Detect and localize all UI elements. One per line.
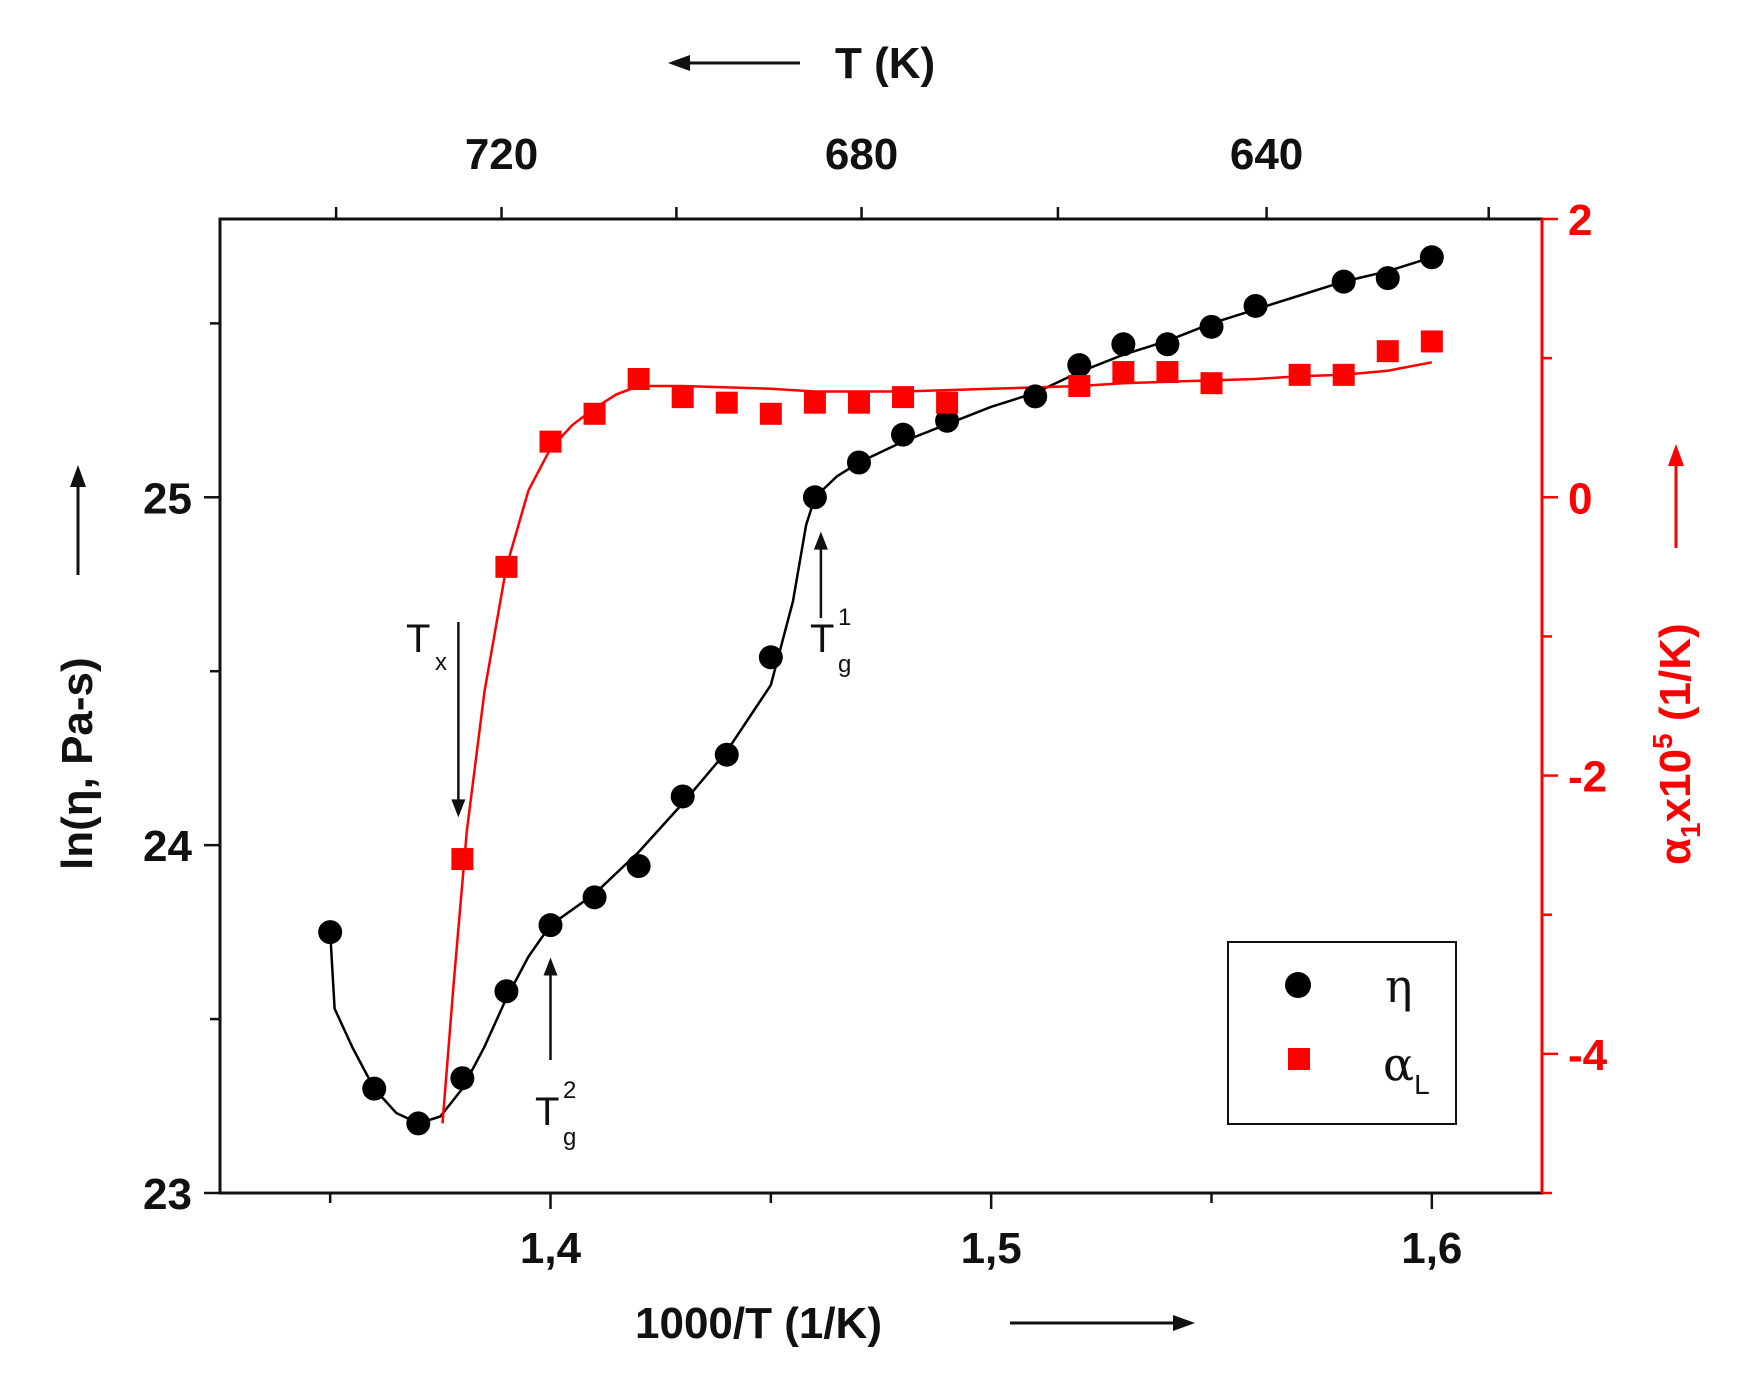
x-tick-label: 1,4 bbox=[520, 1224, 582, 1273]
eta-point bbox=[318, 920, 343, 945]
y-right-tick-label: -2 bbox=[1568, 753, 1607, 802]
eta-point bbox=[670, 784, 695, 809]
y-right-axis-arrow bbox=[1668, 444, 1684, 548]
alpha-point bbox=[847, 391, 870, 414]
eta-point bbox=[626, 854, 651, 879]
tg2-arrow-head bbox=[543, 957, 558, 976]
y-right-arrow-head bbox=[1668, 444, 1684, 466]
x-axis-arrow-head bbox=[1173, 1315, 1195, 1331]
tg2-label: T bbox=[535, 1090, 559, 1134]
eta-point bbox=[802, 485, 827, 510]
y-right-axis-title: α1x105 (1/K) bbox=[1647, 623, 1706, 865]
eta-point bbox=[1199, 314, 1224, 339]
eta-point bbox=[1243, 293, 1268, 318]
alpha-point bbox=[1112, 361, 1135, 384]
y-left-axis-label: ln(η, Pa-s) bbox=[53, 657, 102, 870]
eta-point bbox=[846, 450, 871, 475]
eta-point bbox=[362, 1076, 387, 1101]
alpha-point bbox=[1376, 340, 1399, 363]
alpha-point bbox=[1156, 361, 1179, 384]
alpha-point bbox=[936, 391, 959, 414]
eta-point bbox=[758, 645, 783, 670]
alpha-point bbox=[1068, 374, 1091, 397]
x-tick-label: 1,6 bbox=[1401, 1224, 1462, 1273]
tg1-label: T bbox=[810, 617, 834, 661]
eta-point bbox=[582, 885, 607, 910]
y-left-axis-arrow bbox=[70, 465, 86, 575]
alpha-point bbox=[1332, 363, 1355, 386]
alpha-point bbox=[715, 391, 738, 414]
eta-point bbox=[935, 408, 960, 433]
eta-point bbox=[714, 742, 739, 767]
eta-point bbox=[1419, 245, 1444, 270]
alpha-point bbox=[627, 368, 650, 391]
alpha-point bbox=[892, 386, 915, 409]
tg1-superscript: 1 bbox=[838, 604, 851, 631]
tx-label: T bbox=[406, 617, 430, 661]
y-right-tick-label: 2 bbox=[1568, 196, 1592, 245]
y-left-arrow-head bbox=[70, 465, 86, 487]
legend-square-marker bbox=[1288, 1048, 1310, 1070]
alpha-point bbox=[583, 402, 606, 425]
y-left-tick-label: 25 bbox=[143, 474, 192, 523]
eta-fit-line bbox=[328, 256, 1433, 1125]
top-axis-title: T (K) bbox=[668, 39, 935, 88]
tg2-subscript: g bbox=[563, 1124, 576, 1151]
alpha-fit-line bbox=[441, 361, 1433, 1124]
alpha-point bbox=[671, 386, 694, 409]
data-markers bbox=[318, 245, 1444, 1136]
eta-point bbox=[538, 913, 563, 938]
alpha-point bbox=[1288, 363, 1311, 386]
alpha-point bbox=[1200, 372, 1223, 395]
top-tick-label: 720 bbox=[465, 130, 538, 179]
eta-point bbox=[406, 1111, 431, 1136]
tx-subscript: x bbox=[435, 649, 447, 676]
eta-point bbox=[450, 1066, 475, 1091]
alpha-point bbox=[759, 402, 782, 425]
x-axis-label: 1000/T (1/K) bbox=[635, 1299, 882, 1348]
tx-arrow-head bbox=[451, 799, 466, 818]
legend-label-eta: η bbox=[1385, 959, 1413, 1013]
legend-label-alpha: αL bbox=[1383, 1037, 1430, 1100]
y-right-axis-label: α1x105 (1/K) bbox=[1647, 623, 1706, 865]
eta-point bbox=[494, 979, 519, 1004]
tg1-subscript: g bbox=[838, 651, 851, 678]
eta-point bbox=[1331, 269, 1356, 294]
y-right-tick-label: 0 bbox=[1568, 474, 1592, 523]
eta-point bbox=[891, 422, 916, 447]
fit-lines bbox=[328, 256, 1433, 1125]
legend-circle-marker bbox=[1285, 972, 1311, 998]
plot-frame bbox=[218, 217, 1544, 1195]
alpha-point bbox=[539, 430, 562, 453]
eta-point bbox=[1023, 384, 1048, 409]
alpha-point bbox=[451, 848, 474, 871]
top-axis-label: T (K) bbox=[835, 39, 935, 88]
x-tick-label: 1,5 bbox=[961, 1224, 1022, 1273]
legend: η αL bbox=[1227, 941, 1457, 1125]
eta-point bbox=[1067, 353, 1092, 378]
axis-ticks bbox=[204, 207, 1558, 1209]
legend-box bbox=[1227, 941, 1457, 1125]
alpha-point bbox=[803, 391, 826, 414]
y-left-tick-label: 23 bbox=[143, 1170, 192, 1219]
tg1-arrow-head bbox=[813, 531, 828, 550]
y-right-tick-label: -4 bbox=[1568, 1031, 1608, 1080]
tg2-superscript: 2 bbox=[563, 1077, 576, 1104]
alpha-point bbox=[1420, 330, 1443, 353]
y-left-tick-label: 24 bbox=[143, 822, 192, 871]
top-tick-label: 640 bbox=[1230, 130, 1303, 179]
top-axis-arrow-head bbox=[668, 55, 690, 71]
eta-point bbox=[1111, 332, 1136, 357]
top-tick-label: 680 bbox=[825, 130, 898, 179]
y-left-axis-title: ln(η, Pa-s) bbox=[53, 657, 102, 870]
tick-labels: 1,4 1,5 1,6 720 680 640 23 24 25 2 0 -2 -4 bbox=[143, 130, 1608, 1273]
eta-point bbox=[1155, 332, 1180, 357]
eta-point bbox=[1375, 266, 1400, 291]
alpha-point bbox=[495, 555, 518, 578]
x-axis-title: 1000/T (1/K) bbox=[635, 1299, 1195, 1348]
